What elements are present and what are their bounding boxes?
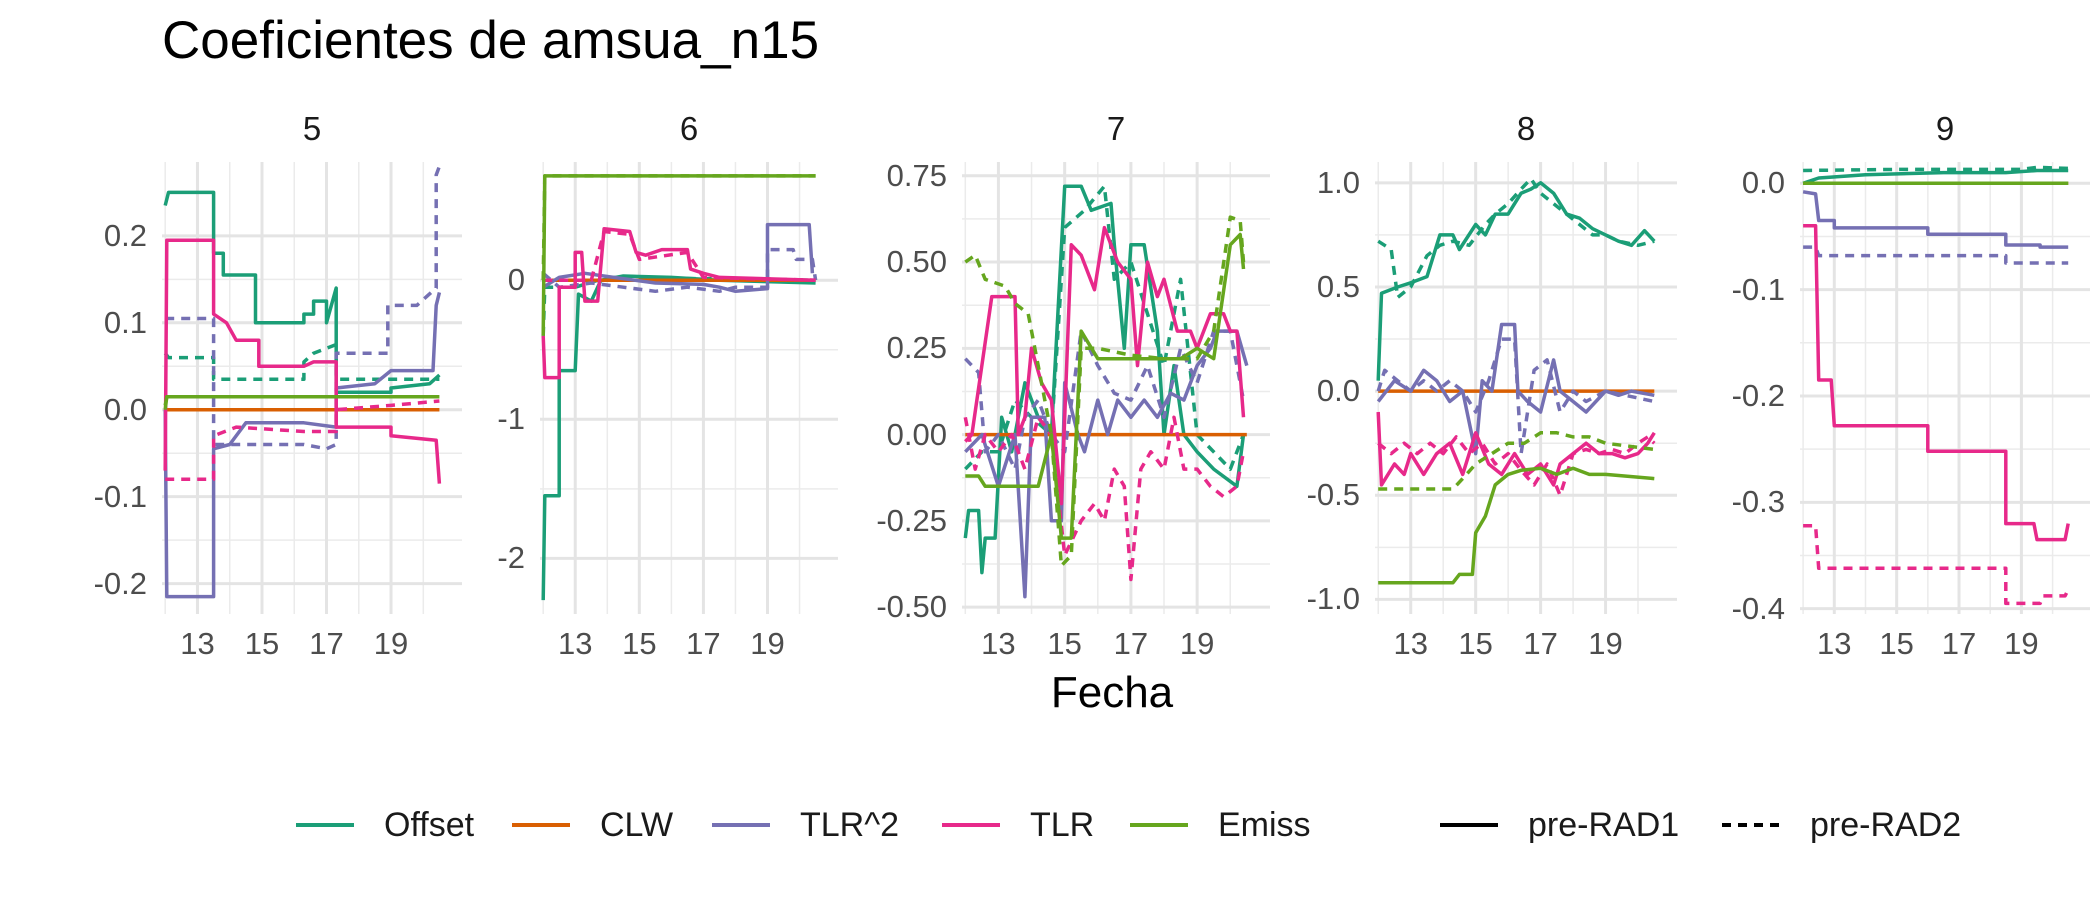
facet-label: 7	[966, 110, 1266, 148]
x-tick-label: 19	[1157, 628, 1237, 659]
legend-label: pre-RAD2	[1810, 806, 1961, 845]
legend-label: pre-RAD1	[1528, 806, 1679, 845]
series-line-emiss-pre-rad2	[165, 397, 439, 406]
x-tick-label: 19	[1566, 628, 1646, 659]
y-tick-label: -0.5	[1240, 479, 1360, 510]
series-line-tlr-pre-rad2	[1803, 526, 2068, 604]
series-line-emiss-pre-rad1	[543, 176, 815, 336]
y-tick-label: 0.0	[27, 394, 147, 425]
y-tick-label: 1.0	[1240, 167, 1360, 198]
series-line-emiss-pre-rad2	[1378, 433, 1654, 489]
legend-label: TLR^2	[800, 806, 899, 845]
series-line-tlr-pre-rad1	[1803, 226, 2068, 540]
series-line-offset-pre-rad1	[1803, 171, 2068, 184]
legend-item-offset: Offset	[296, 795, 474, 855]
series-line-tlr-pre-rad2	[165, 401, 439, 479]
series-line-emiss-pre-rad1	[1378, 468, 1654, 583]
facet-label: 6	[539, 110, 839, 148]
series-line-emiss-pre-rad1	[165, 397, 439, 410]
legend-item-emiss: Emiss	[1130, 795, 1311, 855]
y-tick-label: 0.75	[827, 160, 947, 191]
series-line-offset-pre-rad1	[543, 276, 815, 600]
legend: Offset CLW TLR^2 TLR Emiss pre-RAD1 pre-RAD2	[0, 795, 2100, 855]
legend-label: TLR	[1030, 806, 1094, 845]
y-tick-label: 0.5	[1240, 271, 1360, 302]
legend-item-pre-rad2: pre-RAD2	[1722, 795, 1961, 855]
legend-key	[296, 795, 354, 855]
facet-label: 9	[1795, 110, 2095, 148]
series-line-tlr2-pre-rad1	[1803, 192, 2068, 247]
facet-label: 8	[1376, 110, 1676, 148]
y-tick-label: 0.50	[827, 246, 947, 277]
series-line-tlr2-pre-rad1	[965, 331, 1247, 597]
legend-item-pre-rad1: pre-RAD1	[1440, 795, 1679, 855]
series-line-tlr2-pre-rad2	[1803, 247, 2068, 263]
y-tick-label: 0.0	[1665, 167, 1785, 198]
y-tick-label: 0.25	[827, 332, 947, 363]
x-tick-label: 19	[351, 628, 431, 659]
y-tick-label: -0.2	[27, 568, 147, 599]
series-line-tlr2-pre-rad2	[165, 166, 439, 449]
legend-key	[712, 795, 770, 855]
legend-key	[1440, 795, 1498, 855]
y-tick-label: 0.0	[1240, 375, 1360, 406]
y-tick-label: 0.1	[27, 307, 147, 338]
legend-key	[1722, 795, 1780, 855]
y-tick-label: -0.2	[1665, 380, 1785, 411]
y-tick-label: -0.1	[1665, 274, 1785, 305]
y-tick-label: -0.50	[827, 591, 947, 622]
legend-key	[942, 795, 1000, 855]
y-tick-label: -0.1	[27, 481, 147, 512]
panel-7	[962, 162, 1270, 614]
y-tick-label: -0.25	[827, 505, 947, 536]
legend-key	[1130, 795, 1188, 855]
legend-label: Emiss	[1218, 806, 1311, 845]
y-tick-label: -2	[405, 542, 525, 573]
panel-9	[1800, 162, 2090, 614]
facet-label: 5	[162, 110, 462, 148]
series-line-offset-pre-rad2	[165, 345, 439, 380]
legend-key	[512, 795, 570, 855]
y-tick-label: -1	[405, 403, 525, 434]
legend-label: Offset	[384, 806, 474, 845]
legend-item-tlr2: TLR^2	[712, 795, 899, 855]
y-tick-label: 0	[405, 264, 525, 295]
series-line-emiss-pre-rad1	[965, 235, 1243, 539]
y-tick-label: -1.0	[1240, 583, 1360, 614]
y-tick-label: -0.3	[1665, 486, 1785, 517]
x-tick-label: 19	[1981, 628, 2061, 659]
legend-item-clw: CLW	[512, 795, 673, 855]
x-axis-title: Fecha	[962, 668, 1262, 718]
panel-6	[540, 162, 838, 614]
series-line-offset-pre-rad2	[1803, 167, 2068, 170]
y-tick-label: 0.2	[27, 220, 147, 251]
legend-label: CLW	[600, 806, 673, 845]
y-tick-label: -0.4	[1665, 593, 1785, 624]
legend-item-tlr: TLR	[942, 795, 1094, 855]
y-tick-label: 0.00	[827, 419, 947, 450]
x-tick-label: 19	[728, 628, 808, 659]
panel-8	[1375, 162, 1677, 614]
